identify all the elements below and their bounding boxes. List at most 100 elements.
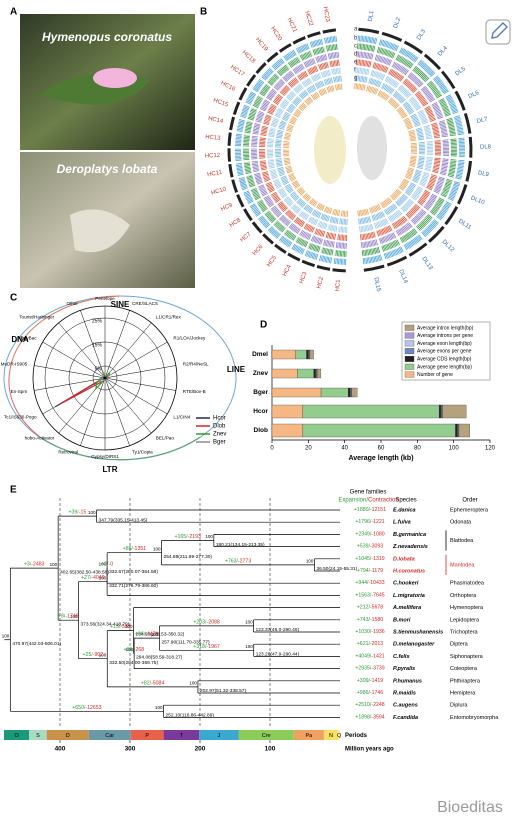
node-support: 100 — [2, 633, 10, 638]
node-support: 100 — [153, 546, 161, 551]
node-age: 373.56(324.34-418.79) — [81, 621, 130, 627]
node-age: 252.10(116.86-442.89) — [166, 713, 215, 719]
track — [446, 117, 457, 137]
track — [438, 120, 449, 138]
period — [46, 730, 89, 740]
track — [408, 155, 417, 168]
expansion: +8/ — [58, 614, 66, 620]
gene-change: +63/-268 — [124, 647, 145, 653]
legend-label: Average intron length(bp) — [417, 325, 474, 331]
radar-spoke — [104, 341, 168, 379]
track — [315, 54, 328, 63]
track — [286, 103, 296, 114]
track — [432, 75, 449, 95]
track-label: g — [354, 76, 357, 82]
node-age: 332.67(260.07-364.58) — [109, 569, 158, 575]
track — [447, 159, 457, 178]
track — [414, 91, 429, 107]
radar-tick-label: 5% — [95, 366, 103, 372]
category-label: L1/CR1/Rex — [156, 315, 182, 320]
track — [288, 222, 301, 234]
track — [325, 231, 337, 240]
track — [323, 239, 335, 248]
gene-change: +743/-1580 — [357, 617, 384, 623]
category-label: En-Spm — [11, 389, 28, 394]
category-label: Retroviral — [58, 449, 78, 454]
period — [338, 730, 340, 740]
track — [392, 91, 406, 104]
track — [278, 235, 293, 248]
contraction: -0 — [108, 562, 113, 568]
period — [238, 730, 294, 740]
karyotype — [440, 70, 456, 90]
track — [277, 166, 286, 177]
track — [388, 68, 405, 82]
track — [243, 134, 251, 147]
track — [283, 195, 294, 207]
track — [357, 35, 378, 45]
track — [376, 225, 393, 237]
track — [450, 138, 457, 157]
track — [327, 51, 340, 60]
track — [271, 57, 285, 71]
contraction: -2193 — [188, 534, 201, 540]
node-support: 100 — [88, 510, 96, 515]
track — [368, 77, 382, 88]
track — [396, 106, 408, 119]
bar-segment — [309, 349, 314, 360]
track — [389, 188, 402, 201]
track — [267, 225, 281, 239]
x-tick-label: 100 — [265, 746, 276, 753]
period — [29, 730, 47, 740]
track — [298, 89, 309, 100]
expansion: +3/ — [24, 562, 32, 568]
mantis — [70, 209, 130, 253]
track — [361, 246, 381, 257]
track — [318, 254, 333, 264]
karyotype — [227, 148, 232, 162]
track — [325, 43, 339, 52]
mantis-figure — [357, 116, 387, 180]
edit-button[interactable] — [485, 19, 511, 45]
track — [408, 129, 417, 142]
node-age: 123.37(46.0-290.46) — [256, 627, 300, 633]
chromosome-label: HC23 — [322, 6, 331, 23]
expansion: +763/ — [225, 559, 239, 565]
bar-segment — [271, 423, 304, 438]
track — [267, 138, 274, 148]
track — [287, 56, 301, 68]
track — [339, 218, 348, 225]
track — [438, 98, 452, 117]
track — [252, 78, 265, 93]
order: Ephemeroptera — [450, 507, 489, 513]
gene-change: +1045/-1319 — [355, 556, 384, 562]
period — [130, 730, 164, 740]
track — [279, 214, 291, 227]
track — [266, 88, 278, 101]
radar-spoke — [80, 310, 106, 379]
header: Order — [462, 498, 477, 504]
contraction: -12151 — [370, 507, 386, 513]
track — [257, 215, 271, 229]
track — [391, 215, 408, 230]
track — [282, 70, 295, 83]
track — [263, 195, 275, 208]
track — [291, 243, 305, 255]
node-support: 100 — [306, 559, 314, 564]
track — [417, 109, 429, 125]
edit-button-box[interactable] — [485, 19, 511, 45]
track — [292, 63, 305, 75]
track — [251, 135, 258, 147]
track — [269, 168, 278, 180]
category-label: Tc1/IS630-Pogo — [4, 415, 37, 420]
pencil[interactable] — [491, 22, 508, 39]
chromosome-label: DL14 — [397, 269, 408, 285]
track — [243, 161, 252, 175]
species-title: Hymenopus coronatus — [42, 30, 172, 44]
x-tick-label: 40 — [341, 446, 348, 452]
x-tick-label: 60 — [378, 446, 385, 452]
contraction: -2773 — [238, 559, 251, 565]
track — [324, 35, 338, 44]
legend-label: Average CDS length(bp) — [417, 357, 472, 363]
track — [434, 140, 441, 156]
